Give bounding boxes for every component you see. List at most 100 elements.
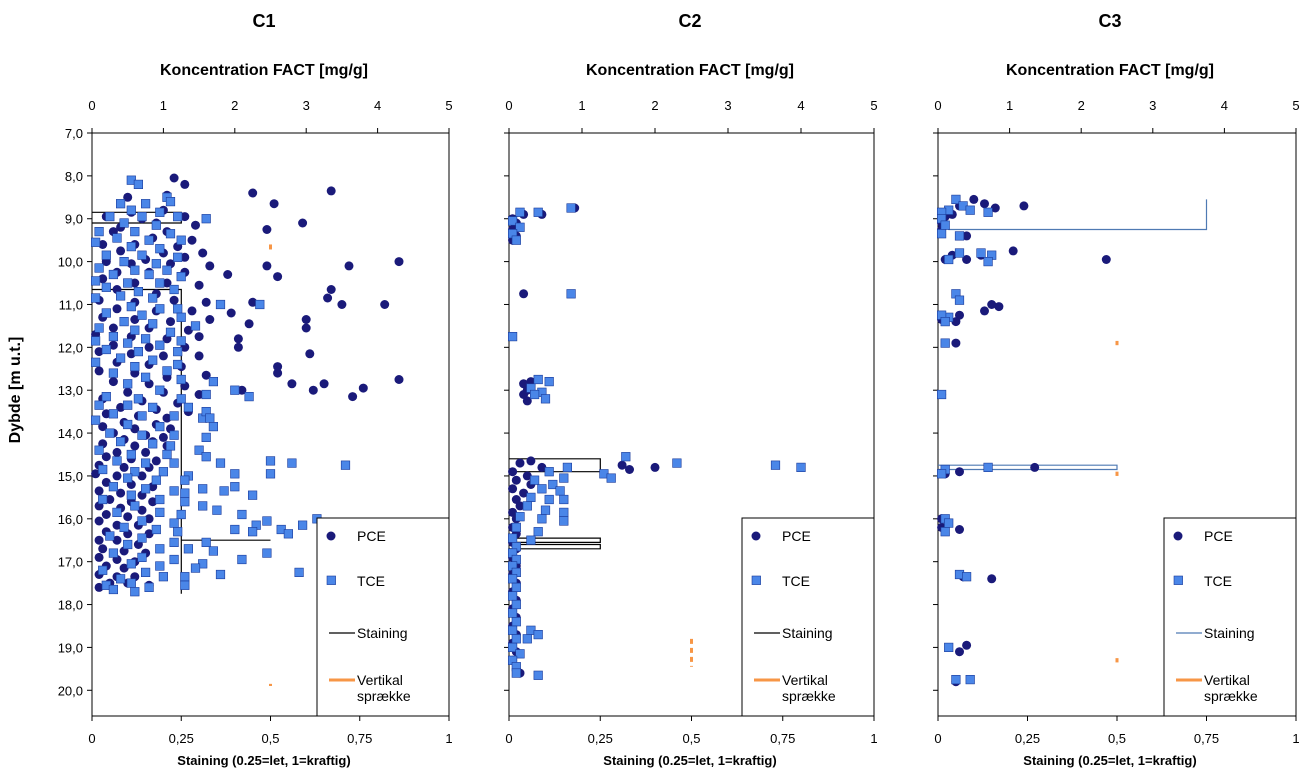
pce-point	[205, 261, 215, 271]
tce-point	[940, 527, 950, 537]
x-bottom-tick-label: 0	[505, 731, 512, 746]
tce-point	[155, 244, 165, 254]
tce-point	[533, 670, 543, 680]
tce-point	[283, 529, 294, 539]
y-tick-label: 20,0	[58, 683, 83, 698]
tce-point	[126, 205, 136, 215]
y-tick-label: 15,0	[58, 469, 83, 484]
pce-point	[108, 323, 118, 333]
x-top-tick-label: 3	[303, 98, 310, 113]
tce-point	[198, 484, 208, 494]
tce-point	[255, 299, 265, 310]
tce-point	[507, 625, 518, 635]
tce-point	[983, 462, 993, 473]
pce-point	[201, 370, 211, 380]
tce-point	[965, 205, 975, 215]
tce-point	[507, 574, 518, 584]
tce-point	[961, 572, 972, 582]
pce-point	[123, 192, 133, 202]
tce-point	[944, 518, 954, 528]
pce-point	[112, 535, 122, 545]
tce-point	[533, 527, 543, 537]
pce-point	[273, 362, 283, 372]
tce-point	[544, 467, 554, 477]
y-tick-label: 16,0	[58, 512, 83, 527]
tce-point	[198, 501, 208, 511]
tce-point	[212, 505, 222, 515]
tce-point	[559, 516, 569, 526]
tce-point	[230, 469, 240, 479]
tce-point	[91, 237, 101, 247]
legend-box	[316, 517, 450, 717]
tce-point	[105, 531, 115, 541]
tce-point	[173, 304, 183, 314]
tce-point	[190, 563, 201, 573]
tce-point	[176, 394, 186, 404]
series-tce	[507, 203, 806, 680]
pce-point	[101, 477, 111, 487]
pce-point	[180, 212, 190, 222]
legend-pce-label: PCE	[782, 528, 811, 544]
pce-point	[112, 471, 122, 481]
tce-point	[180, 475, 190, 485]
tce-point	[983, 207, 993, 217]
tce-point	[940, 220, 950, 230]
tce-point	[130, 361, 140, 372]
pce-point	[273, 272, 283, 282]
pce-point	[273, 368, 283, 378]
tce-point	[133, 179, 144, 190]
tce-point	[155, 494, 165, 505]
legend-pce-marker	[1173, 531, 1183, 541]
pce-point	[650, 462, 660, 472]
tce-point	[507, 591, 518, 601]
tce-point	[507, 642, 518, 652]
tce-point	[116, 574, 126, 584]
pce-point	[144, 342, 154, 352]
tce-point	[265, 469, 276, 479]
tce-point	[165, 197, 176, 207]
tce-point	[98, 565, 108, 575]
pce-point	[526, 456, 536, 466]
pce-point	[301, 323, 311, 333]
pce-point	[262, 261, 272, 271]
tce-point	[954, 295, 965, 305]
tce-point	[180, 572, 190, 582]
tce-point	[112, 507, 122, 518]
tce-point	[91, 276, 101, 286]
pce-point	[508, 467, 518, 477]
tce-point	[130, 265, 140, 275]
tce-point	[144, 582, 154, 592]
tce-point	[176, 336, 186, 346]
x-top-tick-label: 3	[724, 98, 731, 113]
tce-point	[201, 214, 211, 224]
pce-point	[955, 525, 964, 534]
pce-point	[162, 278, 172, 288]
tce-point	[176, 374, 186, 385]
tce-point	[119, 256, 129, 267]
pce-point	[301, 315, 311, 324]
pce-point	[94, 552, 104, 562]
pce-point	[112, 520, 122, 530]
tce-point	[130, 325, 140, 335]
x-bottom-tick-label: 0,5	[682, 731, 700, 746]
tce-point	[155, 385, 165, 395]
pce-point	[194, 351, 204, 361]
tce-point	[215, 299, 226, 310]
pce-point	[962, 640, 972, 650]
tce-point	[511, 668, 521, 678]
tce-point	[141, 372, 151, 382]
tce-point	[262, 516, 272, 526]
tce-point	[123, 278, 133, 288]
tce-point	[940, 338, 950, 348]
pce-point	[226, 308, 236, 318]
pce-point	[519, 488, 529, 498]
pce-point	[233, 342, 243, 352]
y-tick-label: 8,0	[65, 169, 83, 184]
tce-point	[155, 507, 165, 518]
tce-point	[144, 235, 154, 245]
tce-point	[621, 452, 631, 462]
pce-point	[169, 173, 179, 183]
tce-point	[137, 310, 147, 320]
tce-point	[515, 512, 525, 522]
x-axis-top-label: Koncentration FACT [mg/g]	[160, 62, 368, 79]
